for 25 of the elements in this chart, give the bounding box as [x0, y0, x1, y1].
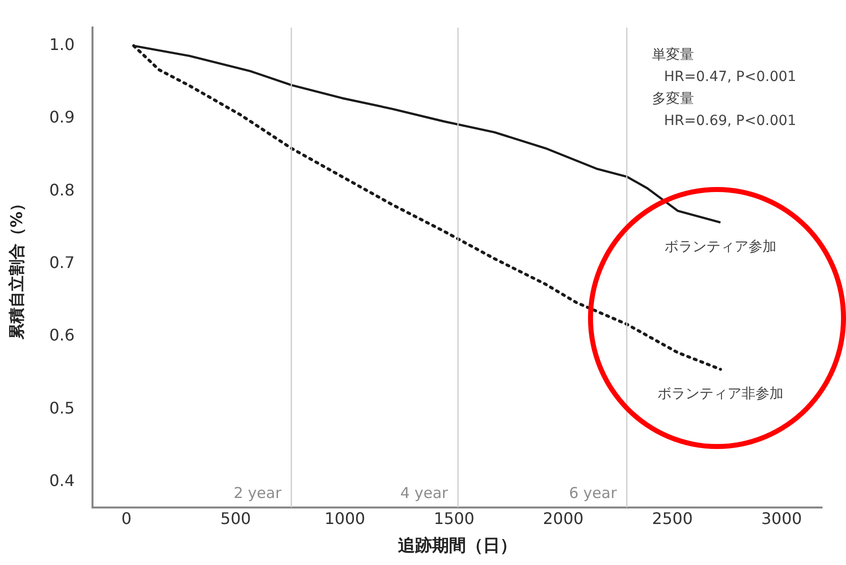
series-label: ボランティア参加 [664, 239, 776, 256]
y-tick-label: 0.7 [49, 253, 75, 272]
y-tick-label: 0.9 [49, 108, 75, 127]
series-label: ボランティア非参加 [657, 386, 784, 402]
ref-line-label: 6 year [568, 484, 618, 502]
annotation: 単変量 [652, 47, 694, 64]
y-tick-label: 0.8 [49, 180, 75, 200]
x-tick-label: 1500 [434, 509, 474, 528]
annotation: 多変量 [652, 91, 694, 108]
annotation: HR=0.69, P<0.001 [664, 113, 796, 130]
y-tick-label: 0.6 [49, 326, 75, 345]
x-tick-label: 3000 [761, 509, 802, 528]
ref-line-label: 2 year [234, 484, 282, 502]
y-axis-title: 累積自立割合（%） [6, 195, 26, 341]
x-axis-title: 追跡期間（日） [396, 536, 517, 556]
x-tick-label: 500 [220, 509, 251, 528]
x-tick-label: 2000 [542, 509, 584, 528]
y-tick-label: 0.5 [49, 398, 75, 418]
x-tick-label: 0 [121, 509, 132, 528]
x-tick-label: 2500 [652, 509, 693, 528]
y-tick-label: 1.0 [49, 34, 75, 54]
annotation: HR=0.47, P<0.001 [664, 69, 796, 86]
y-tick-label: 0.4 [49, 471, 75, 490]
x-tick-label: 1000 [324, 509, 366, 528]
ref-line-label: 4 year [400, 484, 449, 502]
